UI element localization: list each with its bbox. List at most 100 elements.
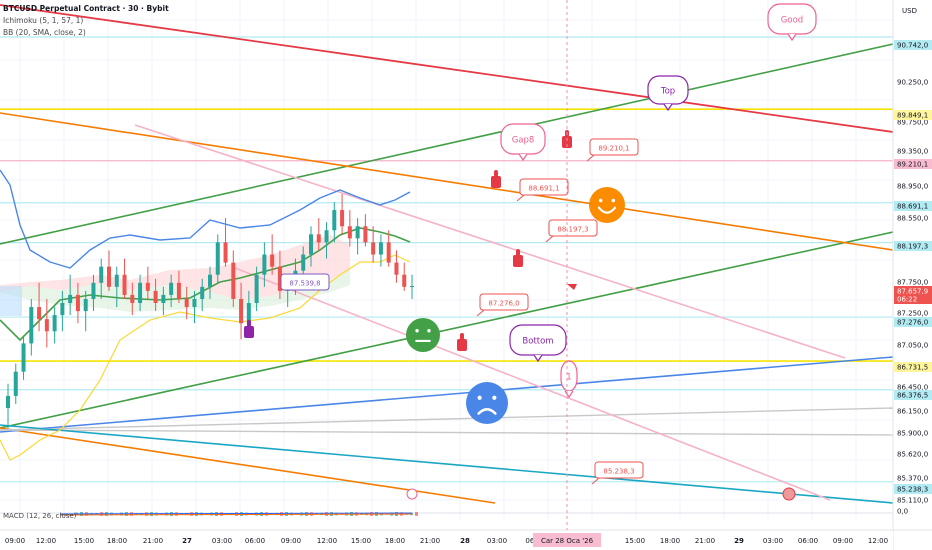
- candle-body: [394, 262, 399, 275]
- bubble-text: Good: [781, 16, 803, 26]
- ichimoku-legend[interactable]: Ichimoku (5, 1, 57, 1): [3, 16, 84, 25]
- candle-body: [347, 226, 352, 239]
- candle: [332, 202, 337, 243]
- candle: [13, 363, 18, 404]
- time-label: 06:: [525, 537, 536, 545]
- time-label: 06:00: [798, 537, 818, 545]
- callout-box: [519, 178, 569, 196]
- face-eye: [477, 395, 482, 400]
- candle: [75, 282, 80, 324]
- blue-trendline: [0, 356, 893, 433]
- face-eye: [611, 198, 616, 203]
- candle: [176, 270, 181, 303]
- bubble-text: 1: [566, 373, 571, 383]
- price-badge-bg: [894, 40, 932, 50]
- time-label: 27: [182, 537, 192, 545]
- green-upper-trendline: [0, 43, 893, 245]
- flag-badge-icon: [782, 487, 796, 501]
- candle: [378, 234, 383, 267]
- candle-body: [363, 226, 368, 243]
- bubble-text: Gap8: [512, 136, 535, 146]
- candle-body: [223, 242, 228, 263]
- price-tick: 87.250,0: [897, 310, 928, 318]
- bubble-tail: [663, 103, 673, 112]
- candle: [277, 250, 282, 299]
- price-badge: 89.210,1: [894, 159, 932, 169]
- bubble-tail: [518, 153, 528, 162]
- price-badge-bg: [894, 110, 932, 120]
- price-badge: 85.238,3: [894, 484, 932, 494]
- happy-face-icon: [589, 187, 625, 223]
- callout-text: 85.238,3: [603, 468, 634, 476]
- price-axis[interactable]: 90.250,0 89.750,0 89.350,0 88.950,0 88.550,0…: [892, 0, 932, 550]
- candle-body: [309, 234, 313, 255]
- gray-trendline-1: [0, 407, 893, 431]
- time-highlight-bg: [533, 533, 601, 547]
- candle: [394, 250, 399, 283]
- gap-bubble: Gap8: [500, 123, 546, 162]
- price-badge: 86.376,5: [894, 390, 932, 400]
- candle-body: [145, 282, 150, 291]
- face-eye: [492, 395, 497, 400]
- time-label: 15:00: [625, 537, 645, 545]
- time-label: 12:00: [36, 537, 56, 545]
- bubble-text: Top: [660, 87, 675, 97]
- bubble-text: Bottom: [522, 337, 553, 347]
- time-label: 21:00: [695, 537, 715, 545]
- candle-body: [371, 242, 376, 255]
- callout-text: 88.691,1: [528, 185, 559, 193]
- price-tick: 86.450,0: [897, 384, 928, 392]
- candle-body: [277, 266, 282, 291]
- bottom-bubble: Bottom: [509, 324, 567, 363]
- candle: [145, 266, 150, 299]
- candle: [122, 258, 127, 299]
- candle-body: [153, 290, 158, 303]
- price-axis-bg: [893, 0, 932, 550]
- orange-upper-trendline: [0, 112, 893, 251]
- callout-text: 88.197,3: [557, 226, 588, 234]
- face-eye: [415, 329, 419, 333]
- time-label: 28: [460, 537, 470, 545]
- price-badge-text: 89.210,1: [897, 161, 928, 169]
- callout-pointer: [545, 235, 554, 243]
- bb-legend[interactable]: BB (20, SMA, close, 2): [3, 28, 86, 37]
- callout-text: 87.276,0: [488, 300, 519, 308]
- price-badge-text: 89.849,1: [897, 112, 928, 120]
- callout-87539: 87.539,8: [280, 273, 330, 291]
- candle: [200, 278, 205, 312]
- horizontal-levels: [0, 36, 893, 483]
- symbol-title[interactable]: BTCUSD Perpetual Contract · 30 · Bybit: [3, 4, 169, 13]
- price-badge: 86.731,5: [894, 362, 932, 372]
- price-tick: 90.250,0: [897, 79, 928, 87]
- callout-87276: 87.276,0: [476, 293, 529, 317]
- bb-upper: [0, 169, 411, 269]
- gray-trendline-2: [0, 429, 893, 436]
- candle-body: [324, 230, 329, 243]
- time-axis-bg: [0, 530, 893, 550]
- candle-body: [29, 307, 34, 344]
- price-tick: 85.620,0: [897, 451, 928, 459]
- macd-legend[interactable]: MACD (12, 26, close): [3, 512, 77, 520]
- candle: [68, 274, 73, 316]
- top-bubble: Top: [647, 75, 689, 112]
- price-badge: 88.197,3: [894, 241, 932, 251]
- candle-body: [231, 262, 236, 299]
- price-badge-text: 87.276,0: [897, 319, 928, 327]
- callout-box: [589, 138, 639, 156]
- candles: [6, 193, 414, 429]
- lightning-icon: [406, 488, 418, 500]
- time-label: 12:00: [317, 537, 337, 545]
- candle-body: [44, 319, 49, 332]
- candle: [83, 290, 88, 332]
- face-eye: [427, 329, 431, 333]
- candle-body: [6, 395, 10, 409]
- callout-text: 89.210,1: [598, 145, 629, 153]
- price-tick: 0,0: [897, 508, 908, 516]
- price-badge-bg: [894, 201, 932, 211]
- time-label: 09:00: [5, 537, 25, 545]
- flag-icon: [567, 284, 577, 290]
- hand-up-icon: [244, 320, 254, 338]
